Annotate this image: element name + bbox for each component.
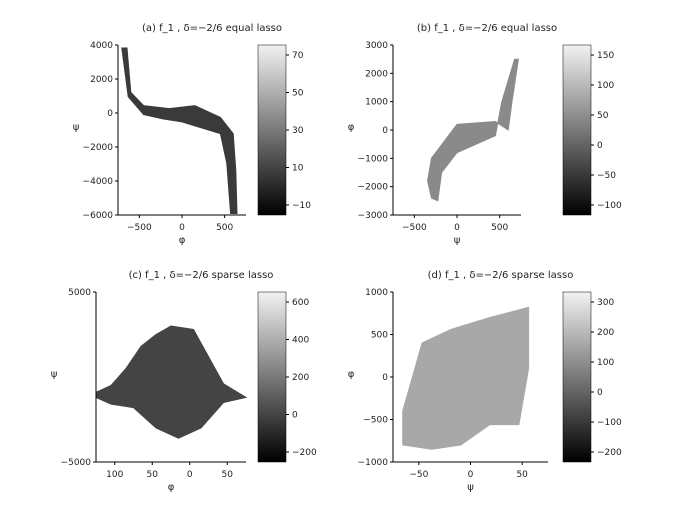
colorbar-tick-label: 50 [597, 111, 609, 121]
colorbar [257, 44, 287, 216]
colorbar-tick-label: 300 [597, 298, 614, 308]
x-tick-label: 0 [454, 223, 460, 233]
colorbar-tick-label: 50 [292, 89, 304, 99]
y-tick-label: 5000 [68, 288, 91, 298]
x-axis-label: φ [179, 235, 186, 246]
chart-panel-4: (d) f_1 , δ=−2/6 sparse lasso−50 0 5010005… [348, 270, 622, 493]
x-tick-label: 50 [222, 470, 234, 480]
y-tick-label: 0 [107, 109, 113, 119]
chart-title: (a) f_1 , δ=−2/6 equal lasso [142, 23, 282, 34]
colorbar-tick-label: 0 [292, 411, 298, 421]
y-tick-label: 0 [382, 373, 388, 383]
x-tick-label: 500 [491, 223, 508, 233]
colorbar-tick-label: 100 [597, 81, 614, 91]
chart-panel-1: (a) f_1 , δ=−2/6 equal lasso−500 0 5004000… [73, 23, 312, 246]
colorbar-tick-label: −10 [292, 201, 311, 211]
colorbar-tick-label: 70 [292, 51, 304, 61]
y-tick-label: −6000 [83, 211, 114, 221]
data-region [95, 325, 248, 439]
x-tick-label: −500 [127, 223, 152, 233]
data-region [427, 58, 519, 202]
x-axis-label: ψ [467, 482, 474, 493]
y-tick-label: 1000 [365, 98, 388, 108]
y-tick-label: 2000 [365, 69, 388, 79]
y-tick-label: 2000 [90, 75, 113, 85]
colorbar-tick-label: −200 [292, 448, 317, 458]
colorbar-tick-label: 400 [292, 336, 309, 346]
chart-title: (b) f_1 , δ=−2/6 equal lasso [417, 23, 557, 34]
chart-title: (d) f_1 , δ=−2/6 sparse lasso [428, 270, 574, 281]
y-tick-label: 500 [371, 331, 388, 341]
y-axis-label: ψ [73, 122, 80, 133]
y-tick-label: −1000 [358, 154, 389, 164]
x-axis-label: ψ [454, 235, 461, 246]
y-tick-label: −3000 [358, 211, 389, 221]
y-axis-label: φ [348, 122, 355, 133]
y-tick-label: 3000 [365, 41, 388, 51]
x-axis-label: φ [168, 482, 175, 493]
colorbar-tick-label: −100 [597, 201, 622, 211]
y-tick-label: 1000 [365, 288, 388, 298]
x-tick-label: −50 [409, 470, 428, 480]
x-tick-label: 500 [216, 223, 233, 233]
chart-title: (c) f_1 , δ=−2/6 sparse lasso [129, 270, 274, 281]
y-tick-label: −2000 [358, 183, 389, 193]
y-tick-label: −2000 [83, 143, 114, 153]
colorbar-tick-label: 200 [597, 328, 614, 338]
x-tick-label: 100 [106, 470, 123, 480]
colorbar-tick-label: 600 [292, 298, 309, 308]
colorbar-tick-label: 100 [597, 358, 614, 368]
y-tick-label: −4000 [83, 177, 114, 187]
x-tick-label: −500 [402, 223, 427, 233]
y-tick-label: 0 [382, 126, 388, 136]
colorbar-tick-label: −50 [597, 171, 616, 181]
y-tick-label: −5000 [61, 458, 92, 468]
colorbar-tick-label: 0 [597, 141, 603, 151]
colorbar-tick-label: 150 [597, 51, 614, 61]
chart-panel-3: (c) f_1 , δ=−2/6 sparse lasso 100 50 0 50 500… [51, 270, 317, 493]
colorbar-tick-label: −100 [597, 418, 622, 428]
colorbar [257, 291, 287, 463]
y-tick-label: −500 [363, 416, 388, 426]
y-tick-label: 4000 [90, 41, 113, 51]
data-region [121, 47, 238, 214]
colorbar-tick-label: 30 [292, 126, 304, 136]
y-tick-label: −1000 [358, 458, 389, 468]
colorbar-tick-label: 200 [292, 373, 309, 383]
x-tick-label: 0 [187, 470, 193, 480]
x-tick-label: 0 [468, 470, 474, 480]
colorbar-tick-label: 10 [292, 164, 304, 174]
x-tick-label: 50 [147, 470, 159, 480]
colorbar-tick-label: −200 [597, 448, 622, 458]
colorbar-tick-label: 0 [597, 388, 603, 398]
x-tick-label: 0 [179, 223, 185, 233]
chart-panel-2: (b) f_1 , δ=−2/6 equal lasso−500 0 5003000… [348, 23, 622, 246]
y-axis-label: ψ [51, 369, 58, 380]
x-tick-label: 50 [516, 470, 528, 480]
data-region [402, 306, 530, 450]
colorbar [562, 291, 592, 463]
colorbar [562, 44, 592, 216]
y-axis-label: φ [348, 369, 355, 380]
